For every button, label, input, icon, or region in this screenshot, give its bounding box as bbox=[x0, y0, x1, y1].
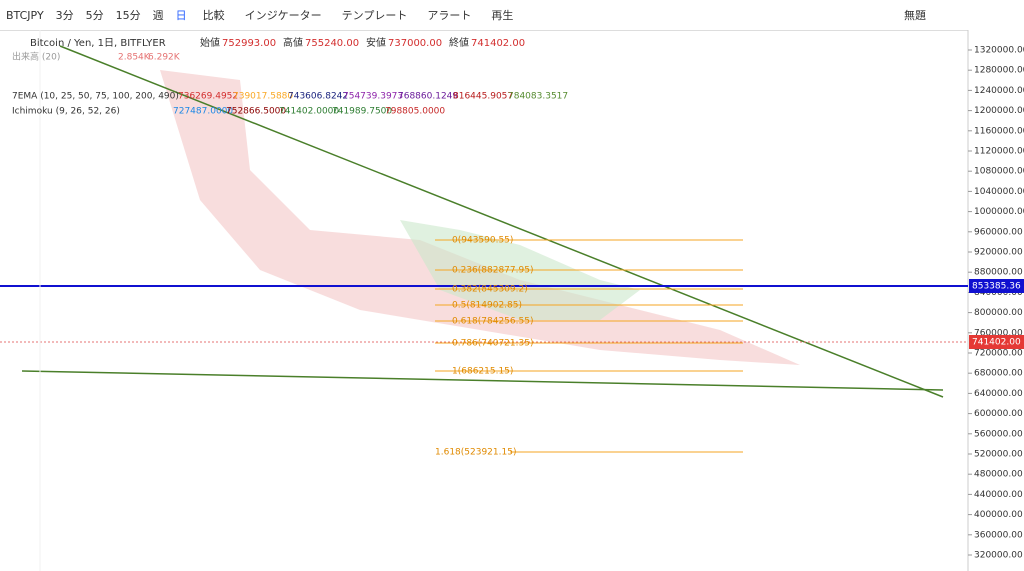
fib-label: 0(943590.55) bbox=[452, 236, 513, 246]
ichimoku-cloud bbox=[160, 70, 800, 365]
interval[interactable]: 3分 bbox=[55, 9, 74, 22]
price-label: 800000.00 bbox=[974, 308, 1023, 318]
toolbar-button[interactable]: 再生 bbox=[491, 9, 514, 22]
trend-line bbox=[59, 45, 944, 398]
price-label: 1000000.00 bbox=[974, 207, 1024, 217]
legend-value: 727487.0000 bbox=[173, 107, 233, 117]
legend-name: Ichimoku (9, 26, 52, 26) bbox=[12, 107, 120, 117]
price-label: 520000.00 bbox=[974, 450, 1023, 460]
price-label: 360000.00 bbox=[974, 530, 1023, 540]
last-price-label: 741402.00 bbox=[972, 338, 1021, 348]
price-label: 680000.00 bbox=[974, 369, 1023, 379]
buttons: 比較 インジケーター テンプレート アラート 再生 bbox=[193, 7, 524, 23]
price-label: 320000.00 bbox=[974, 551, 1023, 561]
fib-label: 1(686215.15) bbox=[452, 367, 513, 377]
symbol[interactable]: BTCJPY bbox=[6, 8, 44, 22]
label-bg bbox=[969, 279, 1024, 293]
price-label: 760000.00 bbox=[974, 328, 1023, 338]
fib-label: 1.618(523921.15) bbox=[435, 448, 516, 458]
price-label: 920000.00 bbox=[974, 248, 1023, 258]
price-label: 600000.00 bbox=[974, 409, 1023, 419]
legend-value: 736269.4952 bbox=[178, 92, 238, 102]
legend-value: 6.292K bbox=[148, 53, 181, 63]
price-label: 1120000.00 bbox=[974, 147, 1024, 157]
price-label: 480000.00 bbox=[974, 470, 1023, 480]
price-label: 720000.00 bbox=[974, 349, 1023, 359]
interval[interactable]: 5分 bbox=[85, 9, 104, 22]
trend-line bbox=[21, 370, 944, 391]
toolbar-button[interactable]: テンプレート bbox=[341, 9, 408, 22]
legend-value: 741402.00 bbox=[471, 38, 525, 49]
interval[interactable]: 15分 bbox=[115, 9, 141, 22]
price-label: 1160000.00 bbox=[974, 126, 1024, 136]
price-label: 1320000.00 bbox=[974, 46, 1024, 56]
price-label: 1040000.00 bbox=[974, 187, 1024, 197]
legend-value: 754739.3973 bbox=[343, 92, 403, 102]
legend-value: 2.854K bbox=[118, 53, 151, 63]
chart: 1320000.00 1280000.00 1240000.00 1200000.00… bbox=[0, 30, 1024, 571]
price-axis bbox=[968, 30, 1024, 571]
legend-key: 終値 bbox=[449, 36, 469, 49]
legend-value: 737000.00 bbox=[388, 38, 442, 49]
fib-label: 0.236(882877.95) bbox=[452, 266, 533, 276]
price-label: 1200000.00 bbox=[974, 106, 1024, 116]
legend-value: 752993.00 bbox=[222, 38, 276, 49]
legend-name: 出来高 (20) bbox=[12, 51, 60, 63]
layout-name[interactable]: 無題 bbox=[904, 9, 926, 22]
legend-value: 739017.5880 bbox=[233, 92, 293, 102]
toolbar-button[interactable]: 比較 bbox=[202, 9, 225, 22]
fib-label: 0.5(814902.85) bbox=[452, 301, 522, 311]
fib-label: 0.382(845309.2) bbox=[452, 285, 528, 295]
legend-value: 798805.0000 bbox=[385, 107, 445, 117]
legend-value: 743606.8242 bbox=[288, 92, 348, 102]
toolbar-button[interactable]: アラート bbox=[427, 9, 472, 22]
price-label: 1080000.00 bbox=[974, 167, 1024, 177]
price-label: 440000.00 bbox=[974, 490, 1023, 500]
legend-name: 7EMA (10, 25, 50, 75, 100, 200, 490) bbox=[12, 92, 179, 102]
interval[interactable]: 日 bbox=[175, 9, 187, 22]
price-label: 1240000.00 bbox=[974, 86, 1024, 96]
toolbar-button[interactable]: インジケーター bbox=[244, 9, 322, 22]
legend-value: 768860.1249 bbox=[398, 92, 458, 102]
fib-label: 0.786(740721.35) bbox=[452, 339, 533, 349]
legend-value: 784083.3517 bbox=[508, 92, 568, 102]
price-label: 560000.00 bbox=[974, 429, 1023, 439]
legend-value: 755240.00 bbox=[305, 38, 359, 49]
legend-key: 安値 bbox=[366, 36, 386, 49]
intervals: 3分 5分 15分週日 bbox=[50, 7, 193, 23]
label-bg bbox=[969, 335, 1024, 349]
price-label: 960000.00 bbox=[974, 227, 1023, 237]
legend-value: 741989.7500 bbox=[332, 107, 392, 117]
legend-value: 741402.0000 bbox=[279, 107, 339, 117]
interval[interactable]: 週 bbox=[152, 9, 164, 22]
price-label: 640000.00 bbox=[974, 389, 1023, 399]
legend-title: Bitcoin / Yen, 1日, BITFLYER bbox=[30, 38, 166, 49]
legend-value: 752866.5000 bbox=[226, 107, 286, 117]
toolbar: BTCJPY 3分 5分 15分週日 比較 インジケーター テンプレート アラート 再生 無… bbox=[0, 0, 1024, 31]
price-label: 880000.00 bbox=[974, 268, 1023, 278]
legend-value: 816445.9057 bbox=[453, 92, 513, 102]
price-label: 1280000.00 bbox=[974, 66, 1024, 76]
fib-label: 0.618(784256.55) bbox=[452, 317, 533, 327]
horizontal-line-label: 853385.36 bbox=[972, 282, 1021, 292]
legend-key: 始値 bbox=[200, 36, 220, 49]
legend-key: 高値 bbox=[283, 36, 303, 49]
price-label: 400000.00 bbox=[974, 510, 1023, 520]
